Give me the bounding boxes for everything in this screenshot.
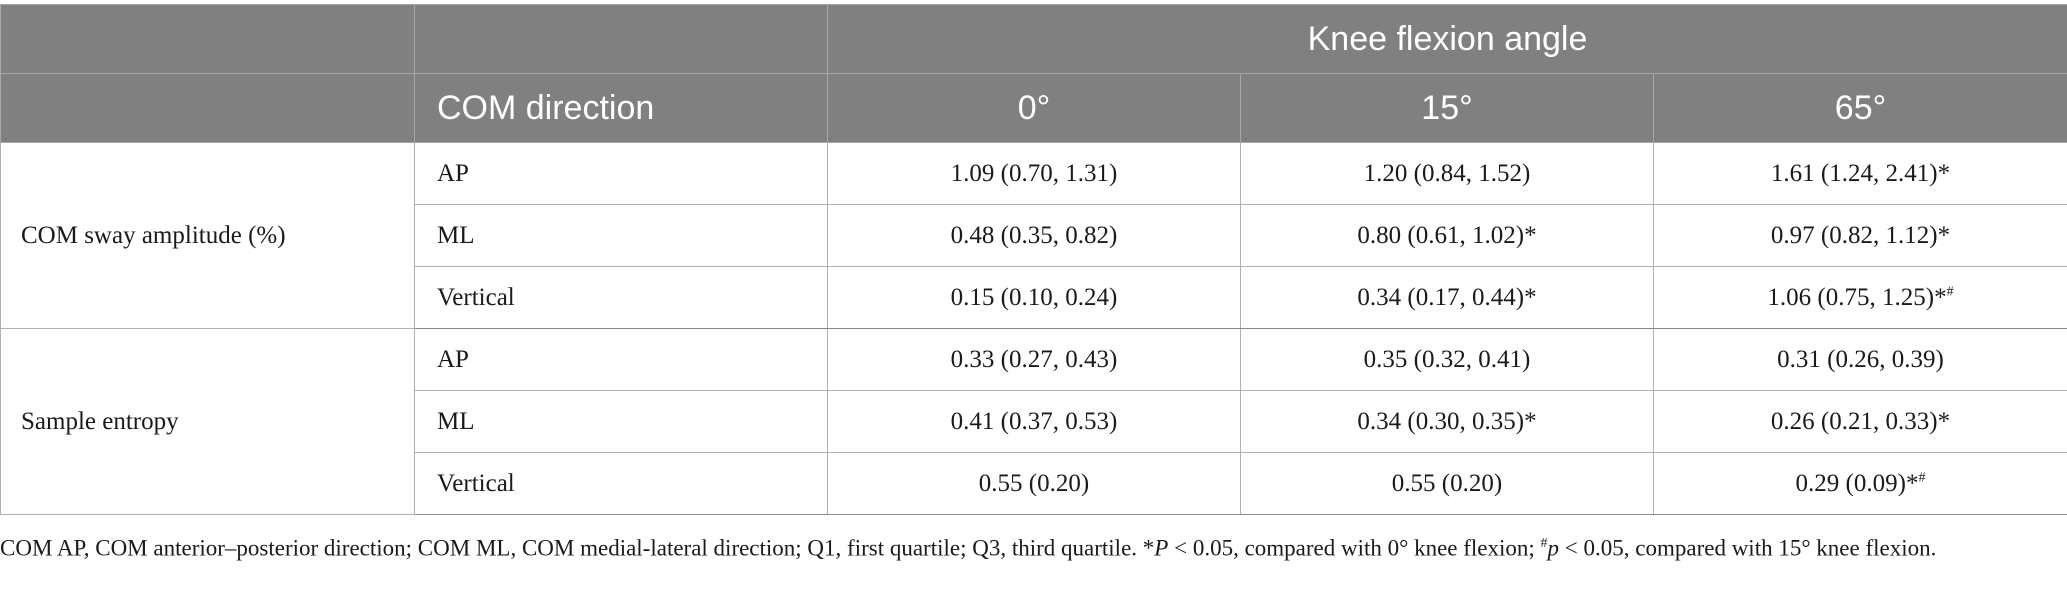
direction-cell: Vertical bbox=[414, 452, 828, 515]
value-cell: 0.55 (0.20) bbox=[1240, 452, 1654, 515]
value-cell: 0.33 (0.27, 0.43) bbox=[827, 328, 1241, 391]
header-empty-cell bbox=[414, 4, 828, 74]
header-row-group: Knee flexion angle bbox=[0, 4, 2067, 74]
header-empty-cell bbox=[0, 4, 415, 74]
value-cell: 0.26 (0.21, 0.33)* bbox=[1653, 390, 2067, 453]
header-row-columns: COM direction 0° 15° 65° bbox=[0, 73, 2067, 143]
value-cell: 1.20 (0.84, 1.52) bbox=[1240, 142, 1654, 205]
hash-marker: # bbox=[1946, 284, 1954, 300]
table-body: COM sway amplitude (%) AP 1.09 (0.70, 1.… bbox=[0, 142, 2067, 515]
table-row: Vertical 0.55 (0.20) 0.55 (0.20) 0.29 (0… bbox=[1, 452, 2067, 515]
value-cell: 0.97 (0.82, 1.12)* bbox=[1653, 204, 2067, 267]
direction-cell: Vertical bbox=[414, 266, 828, 329]
results-table: Knee flexion angle COM direction 0° 15° … bbox=[0, 4, 2067, 515]
value-text: 0.29 (0.09)* bbox=[1795, 469, 1919, 497]
metric-com-sway-amplitude: COM sway amplitude (%) bbox=[0, 142, 415, 329]
table-row: Vertical 0.15 (0.10, 0.24) 0.34 (0.17, 0… bbox=[1, 266, 2067, 329]
footnote-p-upper: P bbox=[1154, 535, 1169, 561]
value-cell: 0.15 (0.10, 0.24) bbox=[827, 266, 1241, 329]
value-cell: 0.80 (0.61, 1.02)* bbox=[1240, 204, 1654, 267]
com-direction-header: COM direction bbox=[414, 73, 828, 143]
direction-cell: AP bbox=[414, 142, 828, 205]
direction-cell: ML bbox=[414, 390, 828, 453]
value-cell: 0.48 (0.35, 0.82) bbox=[827, 204, 1241, 267]
value-cell: 1.09 (0.70, 1.31) bbox=[827, 142, 1241, 205]
footnote-text-1: COM AP, COM anterior–posterior direction… bbox=[0, 535, 1155, 561]
value-cell: 0.31 (0.26, 0.39) bbox=[1653, 328, 2067, 391]
hash-marker: # bbox=[1918, 470, 1926, 486]
table-row: COM sway amplitude (%) AP 1.09 (0.70, 1.… bbox=[0, 142, 2067, 329]
value-cell: 1.06 (0.75, 1.25)*# bbox=[1653, 266, 2067, 329]
metric-sample-entropy: Sample entropy bbox=[0, 328, 415, 515]
footnote-text-2: < 0.05, compared with 0° knee flexion; bbox=[1168, 535, 1541, 561]
footnote-hash: # bbox=[1540, 536, 1548, 551]
table-row: Sample entropy AP 0.33 (0.27, 0.43) 0.35… bbox=[0, 328, 2067, 515]
angle-15-header: 15° bbox=[1240, 73, 1654, 143]
angle-65-header: 65° bbox=[1653, 73, 2067, 143]
direction-cell: AP bbox=[414, 328, 828, 391]
value-cell: 0.34 (0.30, 0.35)* bbox=[1240, 390, 1654, 453]
table-footnote: COM AP, COM anterior–posterior direction… bbox=[0, 527, 2060, 565]
knee-flexion-angle-header: Knee flexion angle bbox=[827, 4, 2067, 74]
value-cell: 0.55 (0.20) bbox=[827, 452, 1241, 515]
value-cell: 0.29 (0.09)*# bbox=[1653, 452, 2067, 515]
header-empty-cell bbox=[0, 73, 415, 143]
footnote-text-3: < 0.05, compared with 15° knee flexion. bbox=[1559, 535, 1937, 561]
value-cell: 0.41 (0.37, 0.53) bbox=[827, 390, 1241, 453]
table-header: Knee flexion angle COM direction 0° 15° … bbox=[0, 4, 2067, 143]
value-text: 1.06 (0.75, 1.25)* bbox=[1767, 283, 1947, 311]
value-cell: 0.35 (0.32, 0.41) bbox=[1240, 328, 1654, 391]
direction-cell: ML bbox=[414, 204, 828, 267]
angle-0-header: 0° bbox=[827, 73, 1241, 143]
value-cell: 1.61 (1.24, 2.41)* bbox=[1653, 142, 2067, 205]
value-cell: 0.34 (0.17, 0.44)* bbox=[1240, 266, 1654, 329]
footnote-p-lower: p bbox=[1547, 535, 1560, 561]
